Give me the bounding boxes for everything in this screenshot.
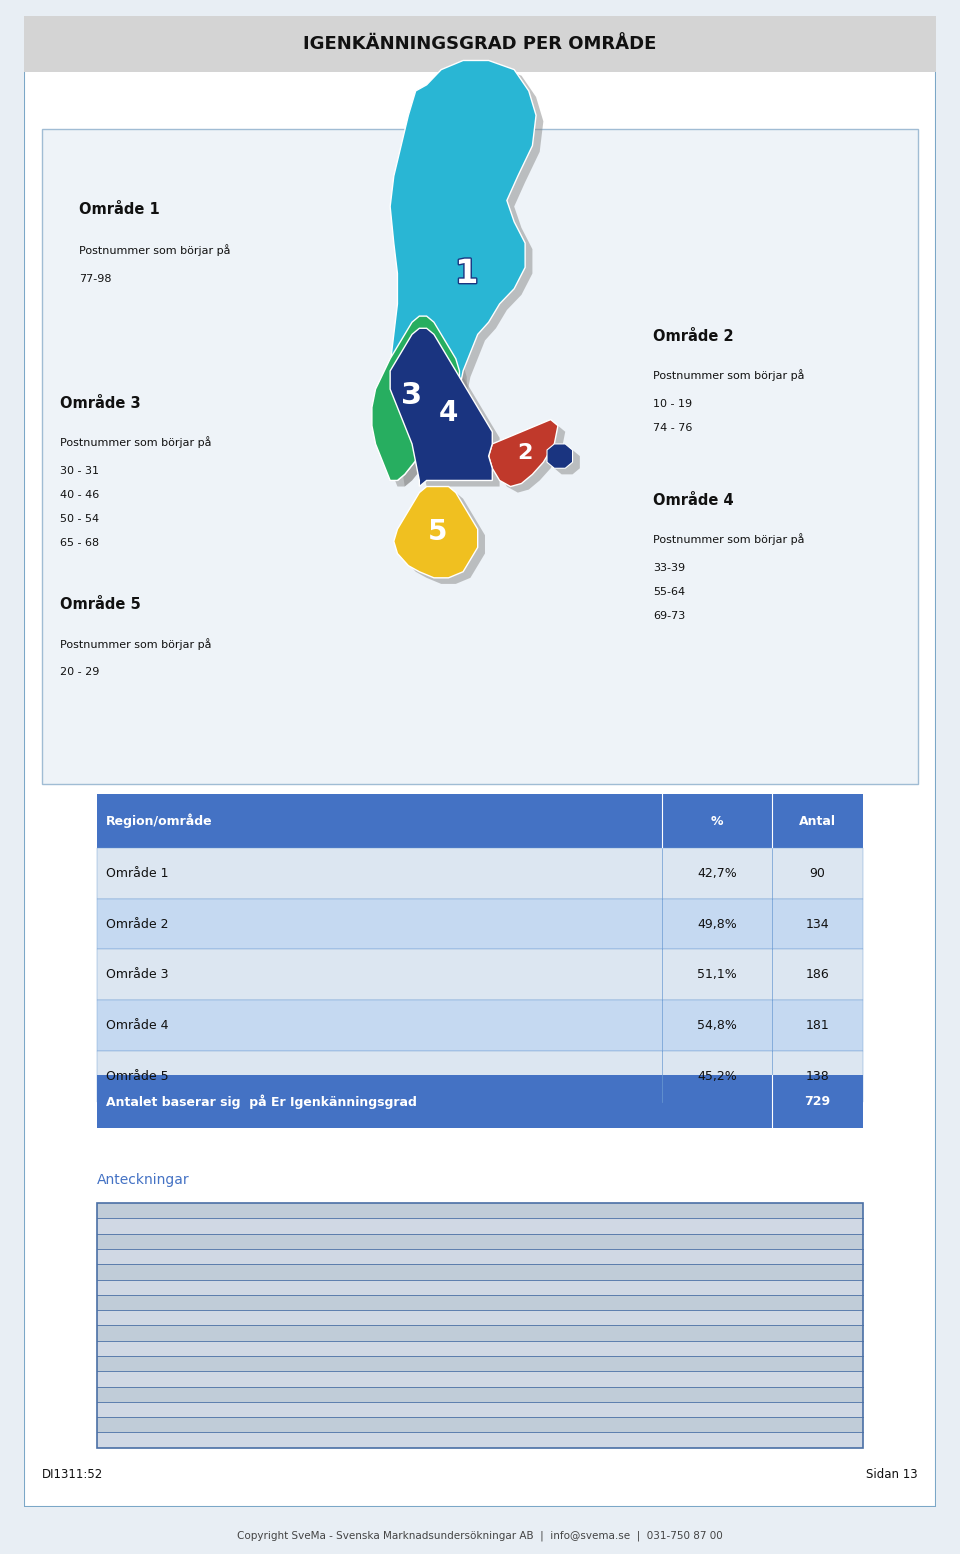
Polygon shape	[394, 67, 543, 486]
Text: IGENKÄNNINGSGRAD PER OMRÅDE: IGENKÄNNINGSGRAD PER OMRÅDE	[303, 34, 657, 53]
Polygon shape	[394, 486, 478, 578]
FancyBboxPatch shape	[24, 16, 936, 71]
FancyBboxPatch shape	[97, 1294, 863, 1310]
Text: Område 2: Område 2	[106, 917, 169, 931]
Text: DI1311:52: DI1311:52	[42, 1469, 104, 1481]
Polygon shape	[372, 315, 460, 480]
Polygon shape	[387, 61, 536, 480]
Text: 186: 186	[805, 968, 829, 981]
Text: 51,1%: 51,1%	[697, 968, 737, 981]
Text: 45,2%: 45,2%	[697, 1069, 737, 1083]
FancyBboxPatch shape	[97, 1265, 863, 1279]
Polygon shape	[496, 426, 565, 493]
FancyBboxPatch shape	[97, 1310, 863, 1326]
Text: Område 1: Område 1	[79, 202, 159, 218]
Text: 3: 3	[401, 381, 422, 410]
Text: Antal: Antal	[799, 814, 836, 828]
FancyBboxPatch shape	[97, 898, 863, 949]
FancyBboxPatch shape	[97, 1341, 863, 1357]
FancyBboxPatch shape	[97, 1001, 863, 1051]
FancyBboxPatch shape	[97, 1402, 863, 1417]
Text: 74 - 76: 74 - 76	[653, 423, 693, 434]
Polygon shape	[379, 322, 467, 486]
Polygon shape	[390, 328, 492, 486]
FancyBboxPatch shape	[97, 848, 863, 898]
Text: Copyright SveMa - Svenska Marknadsundersökningar AB  |  info@svema.se  |  031-75: Copyright SveMa - Svenska Marknadsunders…	[237, 1531, 723, 1540]
Text: 5: 5	[428, 517, 447, 545]
Text: %: %	[710, 814, 724, 828]
FancyBboxPatch shape	[97, 1279, 863, 1294]
Text: 77-98: 77-98	[79, 274, 111, 284]
Text: 134: 134	[805, 917, 829, 931]
Text: 42,7%: 42,7%	[697, 867, 737, 880]
FancyBboxPatch shape	[97, 1203, 863, 1218]
FancyBboxPatch shape	[97, 1234, 863, 1249]
FancyBboxPatch shape	[97, 1357, 863, 1371]
FancyBboxPatch shape	[97, 1218, 863, 1234]
Text: Område 5: Område 5	[60, 597, 141, 612]
FancyBboxPatch shape	[97, 1433, 863, 1448]
Text: Område 4: Område 4	[106, 1019, 169, 1032]
Text: 33-39: 33-39	[653, 563, 685, 573]
Text: Område 3: Område 3	[106, 968, 169, 981]
Text: 10 - 19: 10 - 19	[653, 399, 692, 409]
Text: Anteckningar: Anteckningar	[97, 1173, 189, 1187]
Text: 69-73: 69-73	[653, 611, 685, 620]
Polygon shape	[489, 420, 558, 486]
Text: 50 - 54: 50 - 54	[60, 514, 100, 524]
Text: 181: 181	[805, 1019, 829, 1032]
Text: Område 5: Område 5	[106, 1069, 169, 1083]
Text: Område 1: Område 1	[106, 867, 169, 880]
Polygon shape	[401, 493, 485, 584]
Text: Antalet baserar sig  på Er Igenkänningsgrad: Antalet baserar sig på Er Igenkänningsgr…	[106, 1094, 417, 1110]
Text: 4: 4	[439, 399, 458, 427]
Text: 30 - 31: 30 - 31	[60, 466, 100, 476]
Polygon shape	[397, 334, 499, 493]
FancyBboxPatch shape	[24, 16, 936, 1507]
Text: 2: 2	[517, 443, 533, 463]
FancyBboxPatch shape	[97, 1075, 863, 1128]
Polygon shape	[554, 451, 580, 474]
FancyBboxPatch shape	[97, 794, 863, 848]
Text: Område 4: Område 4	[653, 493, 733, 508]
FancyBboxPatch shape	[97, 1417, 863, 1433]
Polygon shape	[547, 444, 572, 468]
FancyBboxPatch shape	[97, 949, 863, 1001]
Text: Område 2: Område 2	[653, 329, 733, 343]
Text: Postnummer som börjar på: Postnummer som börjar på	[60, 637, 212, 650]
Text: Postnummer som börjar på: Postnummer som börjar på	[60, 437, 212, 448]
Text: Region/område: Region/område	[106, 814, 213, 828]
FancyBboxPatch shape	[97, 1326, 863, 1341]
Text: 1: 1	[455, 256, 478, 291]
Text: 40 - 46: 40 - 46	[60, 490, 100, 500]
Text: 20 - 29: 20 - 29	[60, 668, 100, 678]
Text: 65 - 68: 65 - 68	[60, 538, 100, 547]
Text: Postnummer som börjar på: Postnummer som börjar på	[653, 533, 804, 545]
Text: 54,8%: 54,8%	[697, 1019, 737, 1032]
FancyBboxPatch shape	[97, 1386, 863, 1402]
FancyBboxPatch shape	[97, 1249, 863, 1265]
FancyBboxPatch shape	[97, 1371, 863, 1386]
FancyBboxPatch shape	[42, 129, 918, 783]
Text: 729: 729	[804, 1096, 830, 1108]
Text: 49,8%: 49,8%	[697, 917, 737, 931]
Text: 55-64: 55-64	[653, 587, 685, 597]
Text: Sidan 13: Sidan 13	[866, 1469, 918, 1481]
Text: 90: 90	[809, 867, 826, 880]
FancyBboxPatch shape	[97, 1051, 863, 1102]
Text: Postnummer som börjar på: Postnummer som börjar på	[653, 370, 804, 381]
Text: Postnummer som börjar på: Postnummer som börjar på	[79, 244, 230, 256]
Text: Område 3: Område 3	[60, 396, 141, 410]
Text: 138: 138	[805, 1069, 829, 1083]
